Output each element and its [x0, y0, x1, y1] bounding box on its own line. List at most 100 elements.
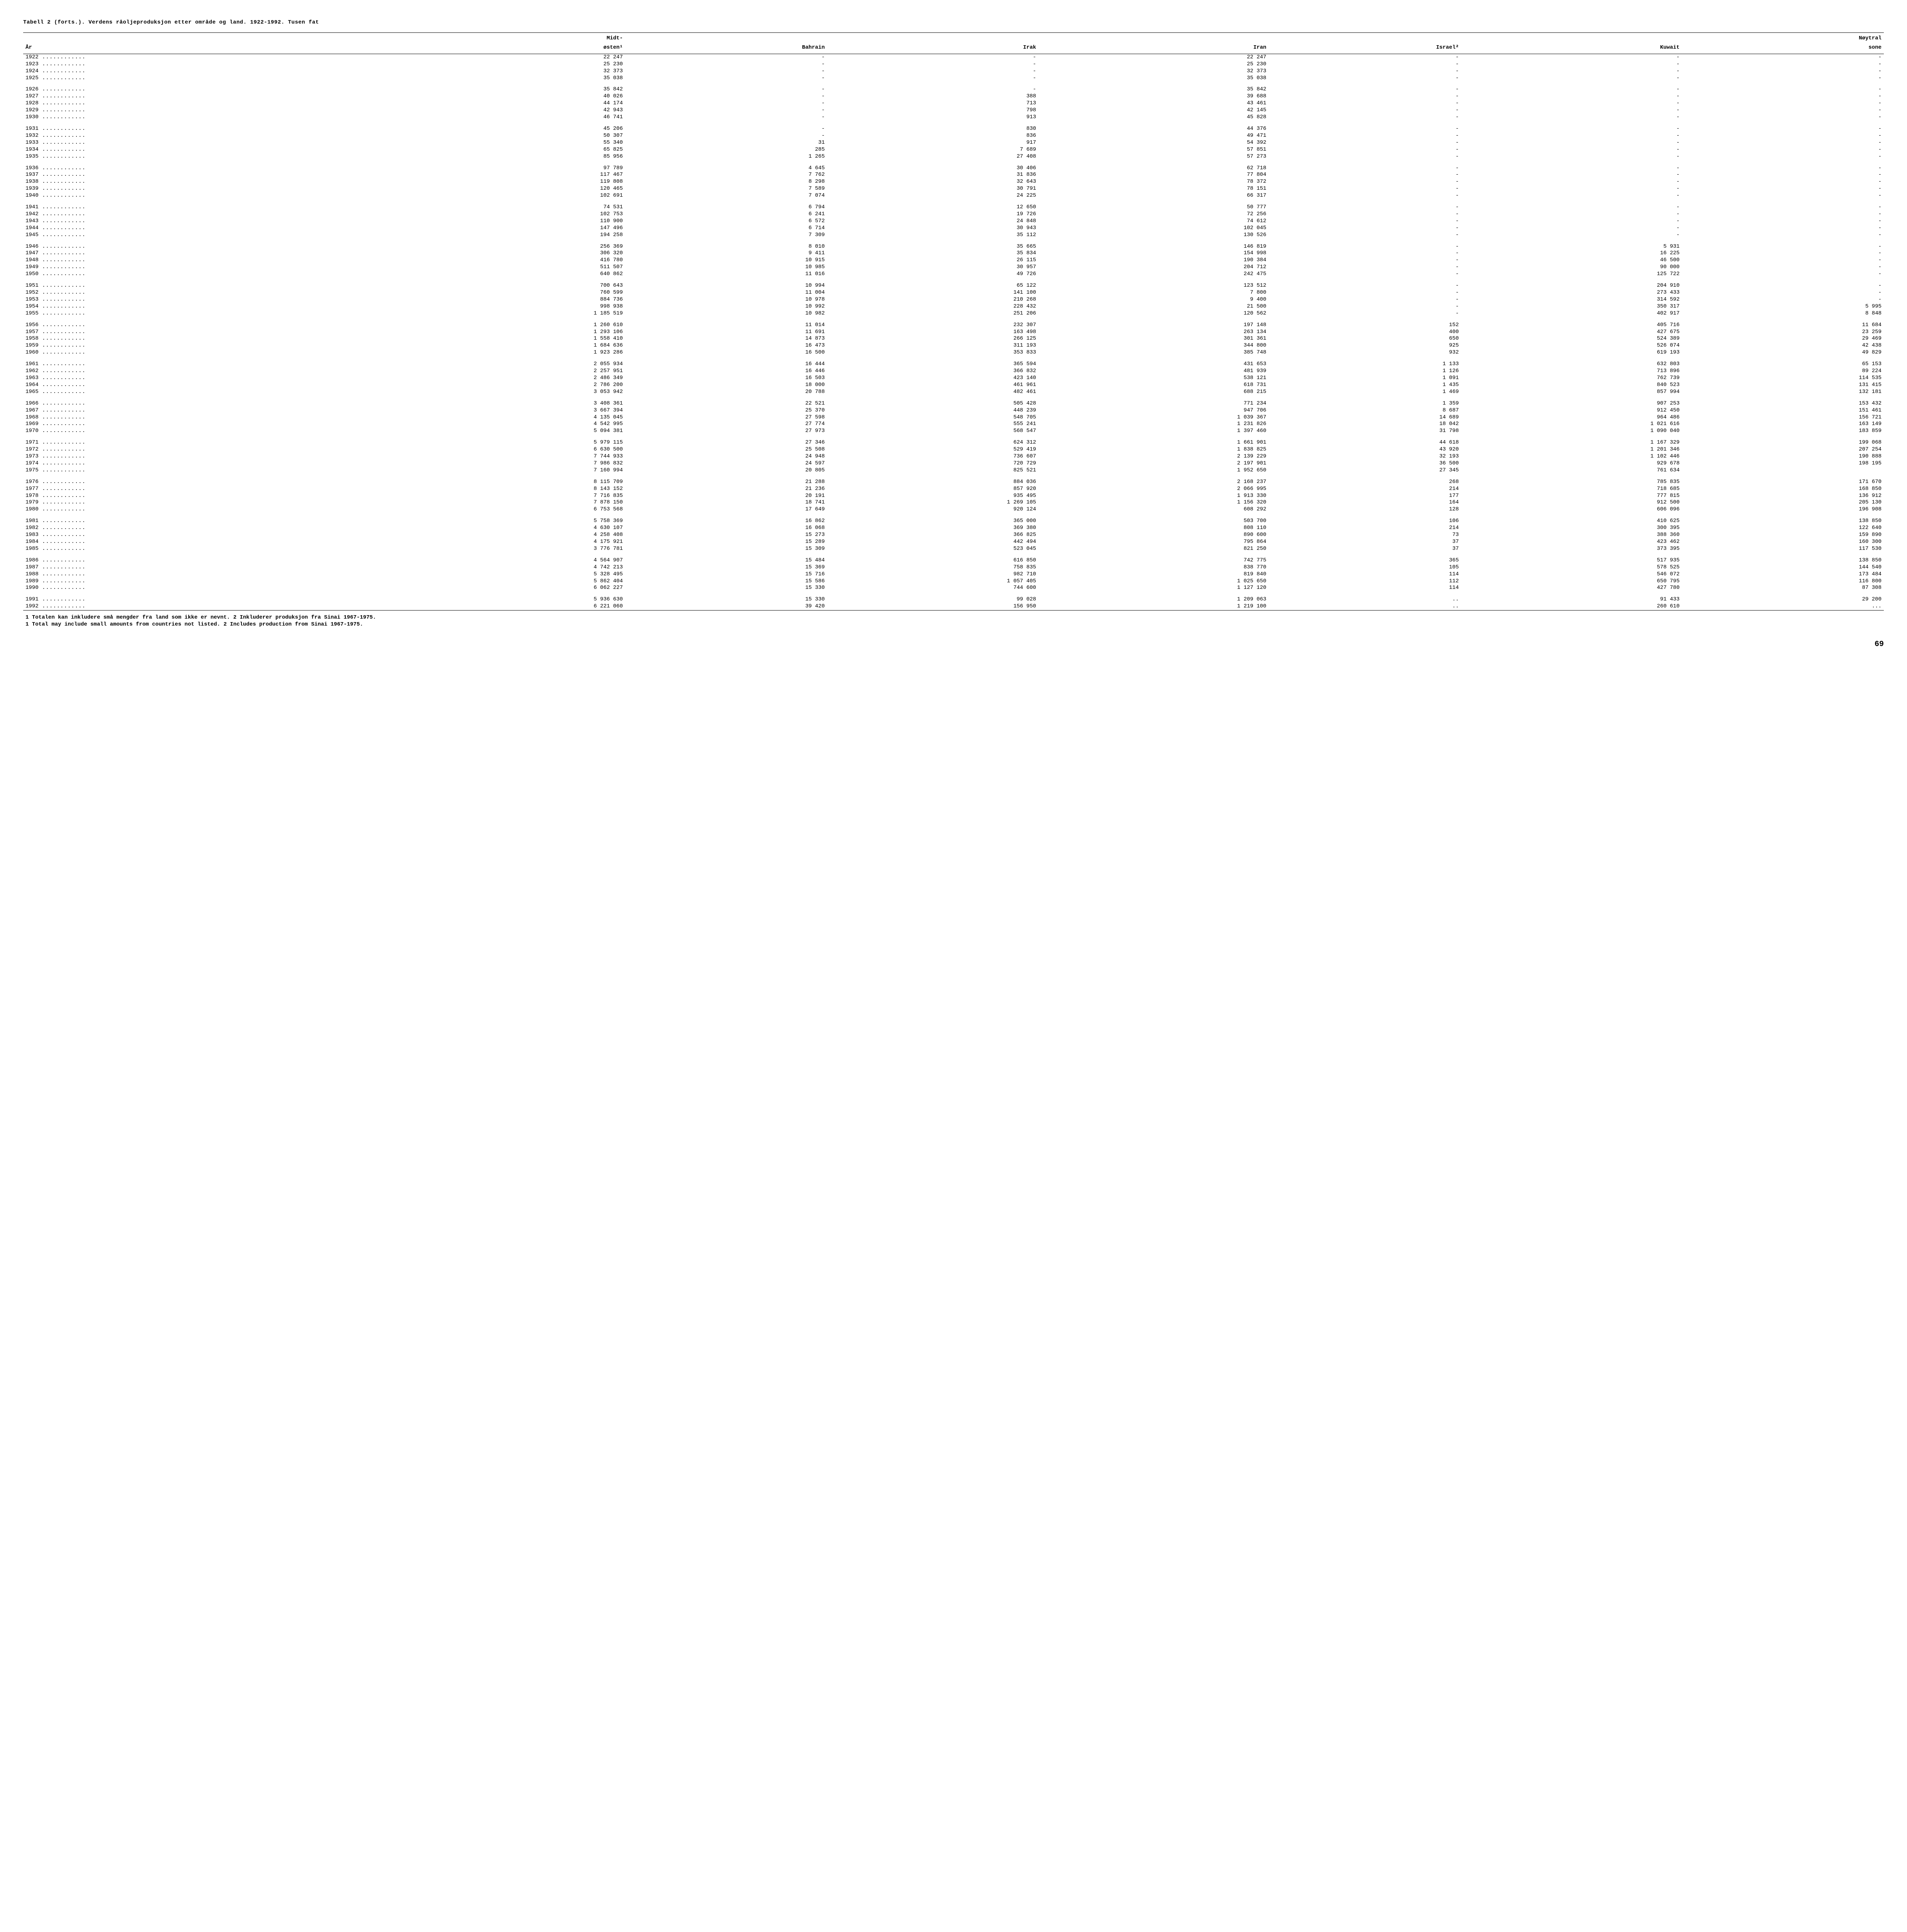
- table-row: 19824 630 10716 068369 380808 110214300 …: [23, 525, 1884, 532]
- value-cell: -: [1682, 232, 1884, 239]
- value-cell: 136 912: [1682, 493, 1884, 500]
- value-cell: 65 825: [423, 146, 625, 153]
- value-cell: 427 675: [1461, 329, 1682, 336]
- value-cell: -: [1461, 172, 1682, 179]
- value-cell: 713: [827, 100, 1038, 107]
- value-cell: 568 547: [827, 428, 1038, 435]
- value-cell: 87 308: [1682, 585, 1884, 592]
- value-cell: 32 643: [827, 179, 1038, 185]
- value-cell: 7 309: [625, 232, 827, 239]
- value-cell: -: [1682, 146, 1884, 153]
- value-cell: 190 888: [1682, 453, 1884, 460]
- year-cell: 1976: [23, 474, 423, 486]
- data-table: Midt-Nøytral Årøsten¹BahrainIrakIranIsra…: [23, 32, 1884, 628]
- table-row: 19694 542 99527 774555 2411 231 82618 04…: [23, 421, 1884, 428]
- table-row: 193697 7894 64530 40662 718---: [23, 160, 1884, 172]
- value-cell: 198 195: [1682, 460, 1884, 467]
- value-cell: 12 650: [827, 199, 1038, 211]
- table-row: 19915 936 63015 33099 0281 209 063..91 4…: [23, 592, 1884, 603]
- value-cell: 1 265: [625, 153, 827, 160]
- value-cell: -: [1461, 218, 1682, 225]
- value-cell: 27 345: [1269, 467, 1461, 474]
- table-row: 193465 8252857 68957 851---: [23, 146, 1884, 153]
- value-cell: 7 689: [827, 146, 1038, 153]
- value-cell: 798: [827, 107, 1038, 114]
- value-cell: 35 842: [1038, 82, 1269, 93]
- value-cell: 8 687: [1269, 407, 1461, 414]
- value-cell: 117 530: [1682, 546, 1884, 553]
- value-cell: 22 247: [423, 54, 625, 61]
- value-cell: -: [625, 107, 827, 114]
- value-cell: 260 610: [1461, 603, 1682, 610]
- value-cell: 110 900: [423, 218, 625, 225]
- value-cell: -: [1461, 54, 1682, 61]
- value-cell: -: [1269, 100, 1461, 107]
- value-cell: -: [625, 75, 827, 82]
- value-cell: 388 360: [1461, 532, 1682, 539]
- value-cell: -: [1682, 133, 1884, 139]
- value-cell: 982 710: [827, 571, 1038, 578]
- value-cell: 761 634: [1461, 467, 1682, 474]
- value-cell: 3 053 942: [423, 389, 625, 396]
- column-header: [827, 33, 1038, 44]
- value-cell: 25 370: [625, 407, 827, 414]
- year-cell: 1960: [23, 349, 423, 356]
- value-cell: 15 289: [625, 539, 827, 546]
- value-cell: 606 096: [1461, 506, 1682, 513]
- value-cell: 18 741: [625, 499, 827, 506]
- value-cell: 122 640: [1682, 525, 1884, 532]
- value-cell: 1 269 105: [827, 499, 1038, 506]
- value-cell: 114 535: [1682, 375, 1884, 382]
- table-row: 1954998 93810 992228 43221 500-350 3175 …: [23, 303, 1884, 310]
- value-cell: 49 726: [827, 271, 1038, 278]
- value-cell: 120 562: [1038, 310, 1269, 317]
- value-cell: 1 435: [1269, 382, 1461, 389]
- value-cell: -: [1461, 211, 1682, 218]
- year-cell: 1926: [23, 82, 423, 93]
- year-cell: 1979: [23, 499, 423, 506]
- value-cell: 10 994: [625, 278, 827, 289]
- value-cell: 890 600: [1038, 532, 1269, 539]
- value-cell: -: [1682, 239, 1884, 250]
- value-cell: -: [1269, 199, 1461, 211]
- value-cell: -: [1269, 68, 1461, 75]
- column-header: [23, 33, 423, 44]
- value-cell: 210 268: [827, 296, 1038, 303]
- year-cell: 1922: [23, 54, 423, 61]
- year-cell: 1942: [23, 211, 423, 218]
- value-cell: 11 004: [625, 289, 827, 296]
- value-cell: 6 714: [625, 225, 827, 232]
- value-cell: 21 288: [625, 474, 827, 486]
- value-cell: 131 415: [1682, 382, 1884, 389]
- value-cell: 214: [1269, 486, 1461, 493]
- column-header: [1461, 33, 1682, 44]
- value-cell: 1 127 120: [1038, 585, 1269, 592]
- value-cell: -: [1682, 225, 1884, 232]
- value-cell: -: [1682, 114, 1884, 121]
- value-cell: 8 010: [625, 239, 827, 250]
- value-cell: 6 062 227: [423, 585, 625, 592]
- value-cell: 6 630 500: [423, 446, 625, 453]
- value-cell: -: [1269, 257, 1461, 264]
- table-row: 19622 257 95116 446366 832481 9391 12671…: [23, 368, 1884, 375]
- value-cell: 555 241: [827, 421, 1038, 428]
- year-cell: 1980: [23, 506, 423, 513]
- year-cell: 1924: [23, 68, 423, 75]
- value-cell: 8 143 152: [423, 486, 625, 493]
- value-cell: 39 688: [1038, 93, 1269, 100]
- table-row: 1942102 7536 24119 72672 256---: [23, 211, 1884, 218]
- value-cell: 177: [1269, 493, 1461, 500]
- value-cell: 482 461: [827, 389, 1038, 396]
- value-cell: 26 115: [827, 257, 1038, 264]
- value-cell: 947 706: [1038, 407, 1269, 414]
- column-header: [1038, 33, 1269, 44]
- value-cell: 24 948: [625, 453, 827, 460]
- value-cell: 650 795: [1461, 578, 1682, 585]
- table-row: 19797 878 15018 7411 269 1051 156 320164…: [23, 499, 1884, 506]
- year-cell: 1971: [23, 435, 423, 446]
- value-cell: 632 803: [1461, 356, 1682, 368]
- footnote-line: 1 Totalen kan inkludere små mengder fra …: [25, 614, 1882, 621]
- value-cell: 578 525: [1461, 564, 1682, 571]
- value-cell: 400: [1269, 329, 1461, 336]
- value-cell: -: [625, 54, 827, 61]
